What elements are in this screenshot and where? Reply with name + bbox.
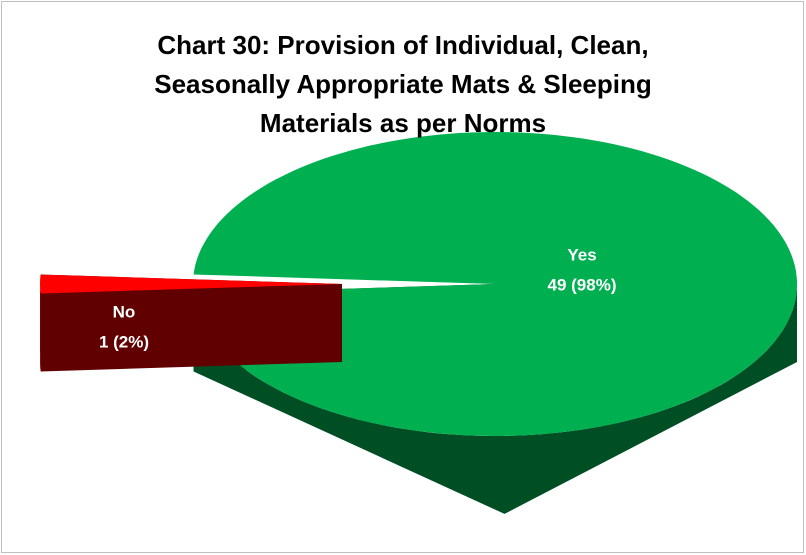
data-label-value: 1 (2%) bbox=[99, 332, 149, 351]
slice bbox=[40, 274, 342, 294]
data-label-value: 49 (98%) bbox=[548, 275, 617, 294]
slice-side bbox=[193, 284, 798, 514]
slice-side bbox=[40, 284, 41, 372]
data-label-category: No bbox=[113, 302, 136, 321]
chart-title: Chart 30: Provision of Individual, Clean… bbox=[154, 30, 652, 138]
data-label-category: Yes bbox=[567, 245, 596, 264]
slice bbox=[193, 132, 797, 436]
slice-cut-face bbox=[40, 284, 343, 372]
